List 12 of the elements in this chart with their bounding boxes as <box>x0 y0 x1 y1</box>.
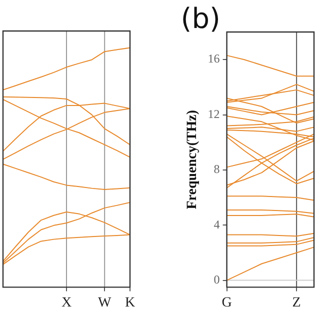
x-tick-label: X <box>61 295 72 310</box>
y-tick-label: 0 <box>214 272 220 286</box>
x-tick-label: K <box>124 295 136 310</box>
x-tick-label: Z <box>292 295 301 310</box>
y-tick-label: 8 <box>214 162 220 176</box>
chart-title: (b) <box>180 2 220 35</box>
y-tick-label: 16 <box>208 52 220 66</box>
y-tick-label: 12 <box>208 106 220 121</box>
x-tick-label: G <box>222 295 232 310</box>
y-tick-label: 4 <box>214 217 220 232</box>
x-tick-label: W <box>98 295 112 310</box>
y-axis-title: Frequency(THz) <box>185 110 200 210</box>
